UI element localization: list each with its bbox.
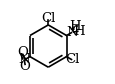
Text: N: N xyxy=(18,53,30,66)
Text: O: O xyxy=(17,46,28,59)
Text: O: O xyxy=(19,60,30,73)
Text: Cl: Cl xyxy=(41,12,55,25)
Text: N: N xyxy=(66,26,77,39)
Text: H: H xyxy=(72,25,84,38)
Text: Cl: Cl xyxy=(65,53,79,66)
Text: H: H xyxy=(69,20,80,33)
